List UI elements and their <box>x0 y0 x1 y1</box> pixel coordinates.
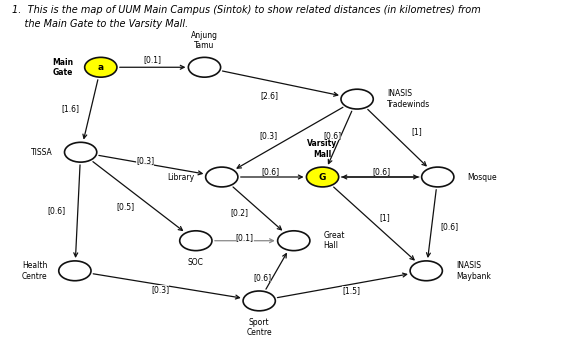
Text: 1.  This is the map of UUM Main Campus (Sintok) to show related distances (in ki: 1. This is the map of UUM Main Campus (S… <box>12 5 480 15</box>
Text: [0.3]: [0.3] <box>136 156 154 166</box>
Text: [0.5]: [0.5] <box>116 202 135 212</box>
Text: Mosque: Mosque <box>468 172 497 182</box>
Text: [0.6]: [0.6] <box>440 222 458 231</box>
Text: INASIS
Tradewinds: INASIS Tradewinds <box>387 90 430 109</box>
Text: [0.3]: [0.3] <box>151 285 169 294</box>
Text: [0.2]: [0.2] <box>230 208 248 217</box>
Text: [1]: [1] <box>380 213 390 222</box>
Text: [0.1]: [0.1] <box>236 233 254 242</box>
Text: [0.3]: [0.3] <box>259 131 278 140</box>
Text: TISSA: TISSA <box>31 148 53 157</box>
Circle shape <box>410 261 442 281</box>
Circle shape <box>243 291 275 311</box>
Text: INASIS
Maybank: INASIS Maybank <box>456 261 491 280</box>
Circle shape <box>59 261 91 281</box>
Circle shape <box>278 231 310 251</box>
Text: G: G <box>319 172 326 182</box>
Circle shape <box>85 57 117 77</box>
Text: Great
Hall: Great Hall <box>324 231 345 250</box>
Text: [0.6]: [0.6] <box>372 167 391 176</box>
Text: [1.5]: [1.5] <box>342 286 361 296</box>
Text: [1.6]: [1.6] <box>61 104 79 113</box>
Text: [0.6]: [0.6] <box>253 273 271 282</box>
Circle shape <box>206 167 238 187</box>
Circle shape <box>422 167 454 187</box>
Text: Health
Centre: Health Centre <box>22 261 47 280</box>
Text: Varsity
Mall: Varsity Mall <box>308 139 338 159</box>
Circle shape <box>180 231 212 251</box>
Circle shape <box>65 142 97 162</box>
Text: [0.1]: [0.1] <box>143 55 162 64</box>
Text: [1]: [1] <box>412 127 422 136</box>
Text: [2.6]: [2.6] <box>260 91 279 100</box>
Text: [0.6]: [0.6] <box>262 167 280 176</box>
Circle shape <box>341 89 373 109</box>
Text: Anjung
Tamu: Anjung Tamu <box>191 31 218 50</box>
Text: Main
Gate: Main Gate <box>52 58 73 77</box>
Circle shape <box>188 57 221 77</box>
Text: the Main Gate to the Varsity Mall.: the Main Gate to the Varsity Mall. <box>12 19 188 29</box>
Circle shape <box>306 167 339 187</box>
Text: [0.6]: [0.6] <box>323 131 342 140</box>
Text: SOC: SOC <box>188 258 204 267</box>
Text: a: a <box>98 63 104 72</box>
Text: [0.6]: [0.6] <box>47 206 66 215</box>
Text: Library: Library <box>167 172 194 182</box>
Text: Sport
Centre: Sport Centre <box>247 318 272 337</box>
